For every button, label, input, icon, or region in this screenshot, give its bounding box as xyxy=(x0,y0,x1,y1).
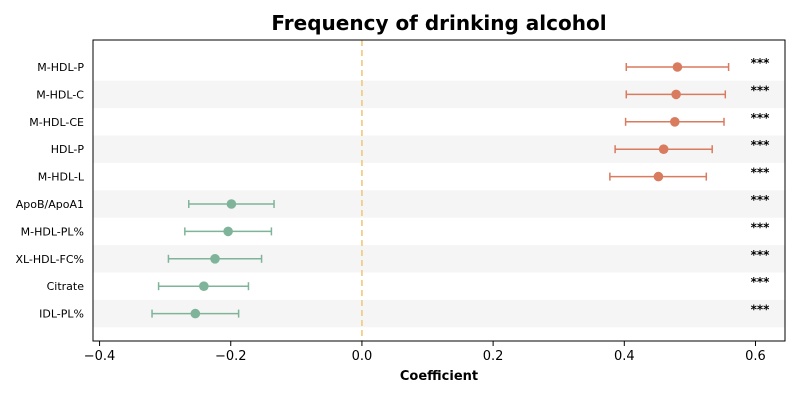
point-estimate xyxy=(670,117,680,127)
significance-marker: *** xyxy=(751,220,771,234)
plot-frame xyxy=(92,39,786,342)
x-axis-label: Coefficient xyxy=(400,369,478,384)
x-tick-label: −0.2 xyxy=(215,349,247,364)
x-tick-label: −0.4 xyxy=(84,349,116,364)
point-estimate xyxy=(190,308,201,319)
point-estimate xyxy=(658,144,669,154)
x-tick-label: 0.2 xyxy=(483,349,504,364)
category-label: Citrate xyxy=(47,280,85,293)
row-apob-apoa1: ApoB/ApoA1 *** xyxy=(16,193,770,211)
row-m-hdl-p: M-HDL-P *** xyxy=(37,56,770,74)
significance-marker: *** xyxy=(751,166,771,180)
point-estimate xyxy=(672,62,683,72)
row-idl-pl-: IDL-PL% *** xyxy=(39,303,770,321)
significance-marker: *** xyxy=(751,111,771,125)
row-m-hdl-l: M-HDL-L *** xyxy=(38,166,770,184)
significance-marker: *** xyxy=(751,303,771,317)
x-tick-label: 0.0 xyxy=(352,349,373,364)
category-label: M-HDL-P xyxy=(37,61,84,74)
point-estimate xyxy=(671,89,681,100)
row-hdl-p: HDL-P *** xyxy=(51,138,770,156)
significance-marker: *** xyxy=(751,56,771,70)
category-label: M-HDL-C xyxy=(36,88,84,101)
category-label: XL-HDL-FC% xyxy=(15,253,84,266)
significance-marker: *** xyxy=(751,275,771,289)
row-m-hdl-c: M-HDL-C *** xyxy=(36,83,770,101)
x-axis: −0.4 −0.2 0.0 0.2 0.4 0.6 xyxy=(84,341,766,364)
significance-marker: *** xyxy=(751,248,771,262)
significance-marker: *** xyxy=(751,83,771,97)
category-label: ApoB/ApoA1 xyxy=(16,198,84,211)
x-tick-label: 0.4 xyxy=(614,349,635,364)
x-tick-label: 0.6 xyxy=(745,349,766,364)
category-label: M-HDL-L xyxy=(38,171,85,184)
point-estimate xyxy=(226,199,237,209)
row-m-hdl-pl-: M-HDL-PL% *** xyxy=(21,220,770,238)
row-citrate: Citrate *** xyxy=(47,275,771,293)
significance-marker: *** xyxy=(751,193,771,207)
point-estimate xyxy=(199,281,209,292)
data-rows: M-HDL-P ***M-HDL-C ***M-HDL-CE ***HDL-P ***M… xyxy=(15,56,770,321)
significance-marker: *** xyxy=(751,138,771,152)
category-label: M-HDL-PL% xyxy=(21,225,84,238)
row-m-hdl-ce: M-HDL-CE *** xyxy=(29,111,770,129)
point-estimate xyxy=(210,253,220,264)
row-xl-hdl-fc-: XL-HDL-FC% *** xyxy=(15,248,770,266)
category-label: HDL-P xyxy=(51,143,85,156)
chart-title: Frequency of drinking alcohol xyxy=(271,11,606,35)
category-label: IDL-PL% xyxy=(39,308,84,321)
point-estimate xyxy=(223,226,233,237)
point-estimate xyxy=(653,171,664,182)
category-label: M-HDL-CE xyxy=(29,116,84,129)
